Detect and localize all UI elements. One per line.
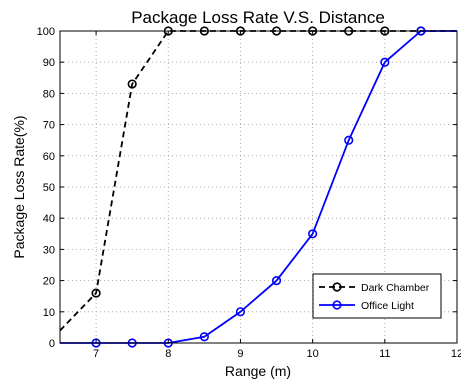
- data-point: [91, 288, 101, 298]
- legend-marker: [332, 282, 342, 292]
- data-point: [199, 332, 209, 342]
- y-tick-label: 10: [43, 307, 55, 319]
- y-tick-label: 70: [43, 120, 55, 132]
- x-tick-label: 12: [451, 348, 461, 360]
- x-tick-label: 10: [307, 348, 319, 360]
- y-tick-label: 40: [43, 213, 55, 225]
- x-axis-label: Range (m): [225, 363, 291, 379]
- legend-label: Office Light: [361, 300, 414, 312]
- x-tick-label: 11: [379, 348, 390, 360]
- y-tick-label: 80: [43, 88, 55, 100]
- data-point: [308, 229, 318, 239]
- y-tick-label: 90: [43, 57, 55, 69]
- data-point: [127, 79, 137, 89]
- y-axis-label: Package Loss Rate(%): [11, 115, 27, 258]
- y-tick-label: 0: [49, 338, 55, 350]
- data-point: [235, 307, 246, 317]
- legend-marker: [332, 300, 342, 310]
- axis-ticks: 7 8 9 10 11 12 0 10 20 30 40 50 60 70 80 90 100: [37, 26, 461, 360]
- x-tick-label: 8: [165, 348, 171, 360]
- y-tick-label: 20: [43, 276, 55, 288]
- y-tick-label: 30: [43, 244, 55, 256]
- legend-label: Dark Chamber: [361, 282, 430, 294]
- data-point: [380, 57, 390, 67]
- y-tick-label: 50: [43, 182, 55, 194]
- x-tick-label: 7: [93, 348, 99, 360]
- y-tick-label: 60: [43, 151, 55, 163]
- x-tick-label: 9: [237, 348, 243, 360]
- chart-title: Package Loss Rate V.S. Distance: [131, 8, 385, 27]
- legend-box: [312, 273, 442, 319]
- y-tick-label: 100: [37, 26, 55, 38]
- legend: Dark Chamber Office Light: [312, 273, 442, 319]
- data-point: [344, 135, 354, 145]
- data-point: [271, 276, 282, 286]
